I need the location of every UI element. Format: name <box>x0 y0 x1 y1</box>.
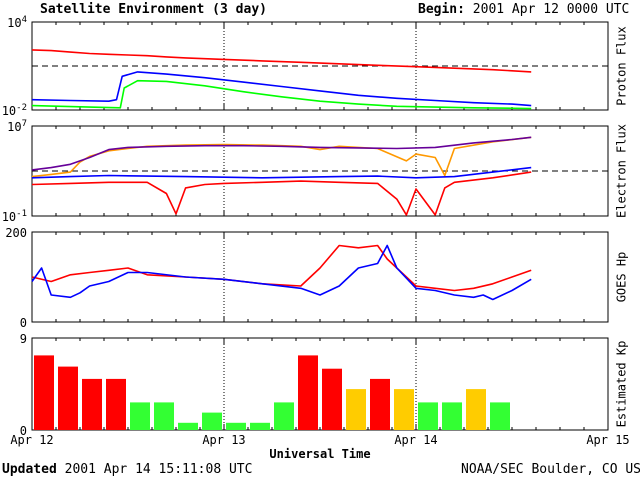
proton-series-red-line <box>31 49 532 73</box>
electron-series-purple-line <box>31 136 532 171</box>
updated-label: Updated <box>2 462 57 477</box>
chart-title: Satellite Environment (3 day) <box>40 2 267 17</box>
x-axis-label: Universal Time <box>269 447 370 461</box>
electron-series-red-line <box>31 171 532 216</box>
credit-text: NOAA/SEC Boulder, CO USA <box>461 462 640 477</box>
hp-series-blue-line <box>31 244 532 301</box>
proton-panel-frame <box>31 21 609 111</box>
kp-y-tick-label: 0 <box>20 424 27 438</box>
kp-bar <box>82 378 102 430</box>
proton-y-tick-label: 104 <box>7 15 27 30</box>
electron-y-tick-label: 107 <box>7 119 27 134</box>
kp-bar <box>394 389 414 430</box>
kp-bar <box>34 355 54 430</box>
proton-series-green-line <box>31 79 532 110</box>
kp-bar <box>250 422 270 430</box>
electron-series-blue-line <box>31 166 532 179</box>
updated-stamp: Updated 2001 Apr 14 15:11:08 UTC <box>2 462 252 477</box>
kp-bar <box>154 402 174 430</box>
kp-y-axis-label: Estimated Kp <box>615 341 629 428</box>
x-tick-label: Apr 15 <box>586 433 629 447</box>
kp-bar <box>130 402 150 430</box>
kp-bar <box>346 389 366 430</box>
kp-bar <box>106 378 126 430</box>
kp-bar <box>442 402 462 430</box>
x-tick-label: Apr 14 <box>394 433 437 447</box>
proton-series-blue-line <box>31 71 532 107</box>
kp-bar <box>178 422 198 430</box>
electron-panel-frame <box>31 125 609 217</box>
proton-y-tick-label: 10-2 <box>2 103 27 118</box>
kp-bar <box>58 366 78 430</box>
hp-y-tick-label: 200 <box>5 226 27 240</box>
kp-bar <box>418 402 438 430</box>
kp-bar <box>490 402 510 430</box>
kp-bar <box>202 412 222 430</box>
kp-bar <box>274 402 294 430</box>
begin-time: Begin: 2001 Apr 12 0000 UTC <box>418 2 629 17</box>
electron-y-axis-label: Electron Flux <box>615 124 629 218</box>
begin-value: 2001 Apr 12 0000 UTC <box>472 2 630 17</box>
proton-y-axis-label: Proton Flux <box>615 26 629 105</box>
hp-y-tick-label: 0 <box>20 316 27 330</box>
hp-y-axis-label: GOES Hp <box>615 252 629 303</box>
kp-bar <box>226 422 246 430</box>
kp-bar <box>298 355 318 430</box>
electron-y-tick-label: 10-1 <box>2 209 27 224</box>
x-tick-label: Apr 12 <box>10 433 53 447</box>
hp-series-red-line <box>31 244 532 292</box>
kp-bar <box>322 368 342 430</box>
begin-label: Begin: <box>418 2 465 17</box>
x-tick-label: Apr 13 <box>202 433 245 447</box>
kp-bar <box>370 378 390 430</box>
kp-y-tick-label: 9 <box>20 332 27 346</box>
kp-bar <box>466 389 486 430</box>
updated-value: 2001 Apr 14 15:11:08 UTC <box>64 462 253 477</box>
